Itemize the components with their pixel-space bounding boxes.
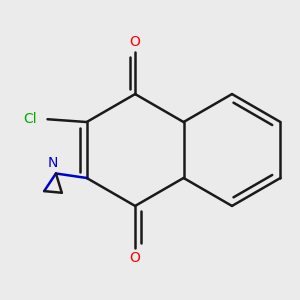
Text: O: O — [130, 251, 141, 265]
Text: N: N — [48, 156, 58, 170]
Text: O: O — [130, 35, 141, 49]
Text: Cl: Cl — [23, 112, 36, 126]
